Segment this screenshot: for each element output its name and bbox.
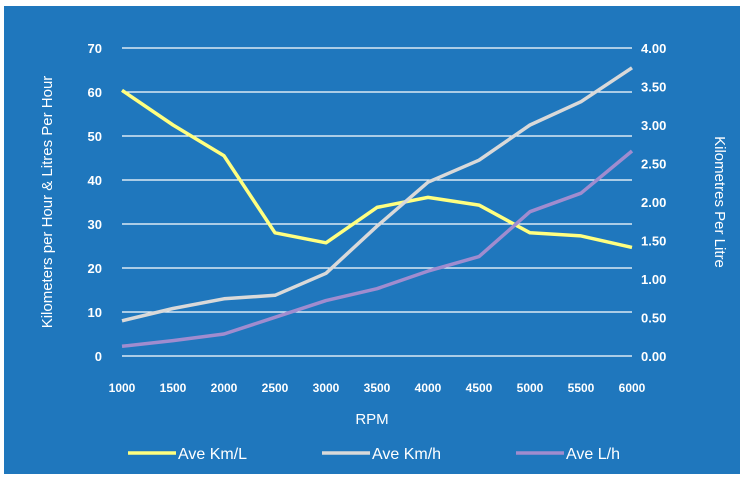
series-line-ave-l-h — [121, 149, 634, 349]
x-tick-label: 1500 — [160, 381, 187, 395]
y-tick-label: 50 — [88, 129, 102, 144]
y-tick-label: 60 — [88, 85, 102, 100]
y-tick-label: 20 — [88, 261, 102, 276]
legend-label: Ave L/h — [566, 446, 620, 463]
legend-label: Ave Km/L — [178, 446, 247, 463]
x-tick-label: 2000 — [211, 381, 238, 395]
series-line-ave-km-l — [121, 88, 633, 250]
y2-tick-label: 0.00 — [641, 349, 666, 364]
x-tick-label: 4000 — [415, 381, 442, 395]
chart-area: 0 10 20 30 40 50 60 70 0.00 0.50 1.00 1.50 2.00 2.50 3… — [4, 6, 740, 474]
legend-label: Ave Km/h — [372, 446, 441, 463]
y-tick-label: 70 — [88, 41, 102, 56]
line-chart: 0 10 20 30 40 50 60 70 0.00 0.50 1.00 1.50 2.00 2.50 3… — [39, 41, 728, 463]
y2-tick-label: 3.00 — [641, 118, 666, 133]
y-tick-label: 30 — [88, 217, 102, 232]
y2-tick-label: 0.50 — [641, 311, 666, 326]
x-tick-label: 5500 — [568, 381, 595, 395]
y-tick-label: 0 — [95, 349, 102, 364]
x-tick-label: 2500 — [262, 381, 289, 395]
x-tick-label: 4500 — [466, 381, 493, 395]
x-tick-label: 3500 — [364, 381, 391, 395]
y2-tick-label: 2.50 — [641, 157, 666, 172]
x-tick-label: 3000 — [313, 381, 340, 395]
y2-tick-label: 4.00 — [641, 41, 666, 56]
series-line-ave-km-h — [121, 66, 633, 323]
y-axis-title: Kilometers per Hour & Litres Per Hour — [39, 76, 56, 329]
y-tick-label: 40 — [88, 173, 102, 188]
y2-tick-label: 3.50 — [641, 80, 666, 95]
y2-axis-title: Kilometres Per Litre — [711, 136, 728, 268]
x-tick-label: 1000 — [109, 381, 136, 395]
y2-tick-label: 2.00 — [641, 195, 666, 210]
x-tick-label: 6000 — [619, 381, 646, 395]
y2-tick-label: 1.00 — [641, 272, 666, 287]
y-tick-label: 10 — [88, 305, 102, 320]
x-tick-label: 5000 — [517, 381, 544, 395]
x-axis-title: RPM — [355, 411, 388, 428]
y2-tick-label: 1.50 — [641, 234, 666, 249]
